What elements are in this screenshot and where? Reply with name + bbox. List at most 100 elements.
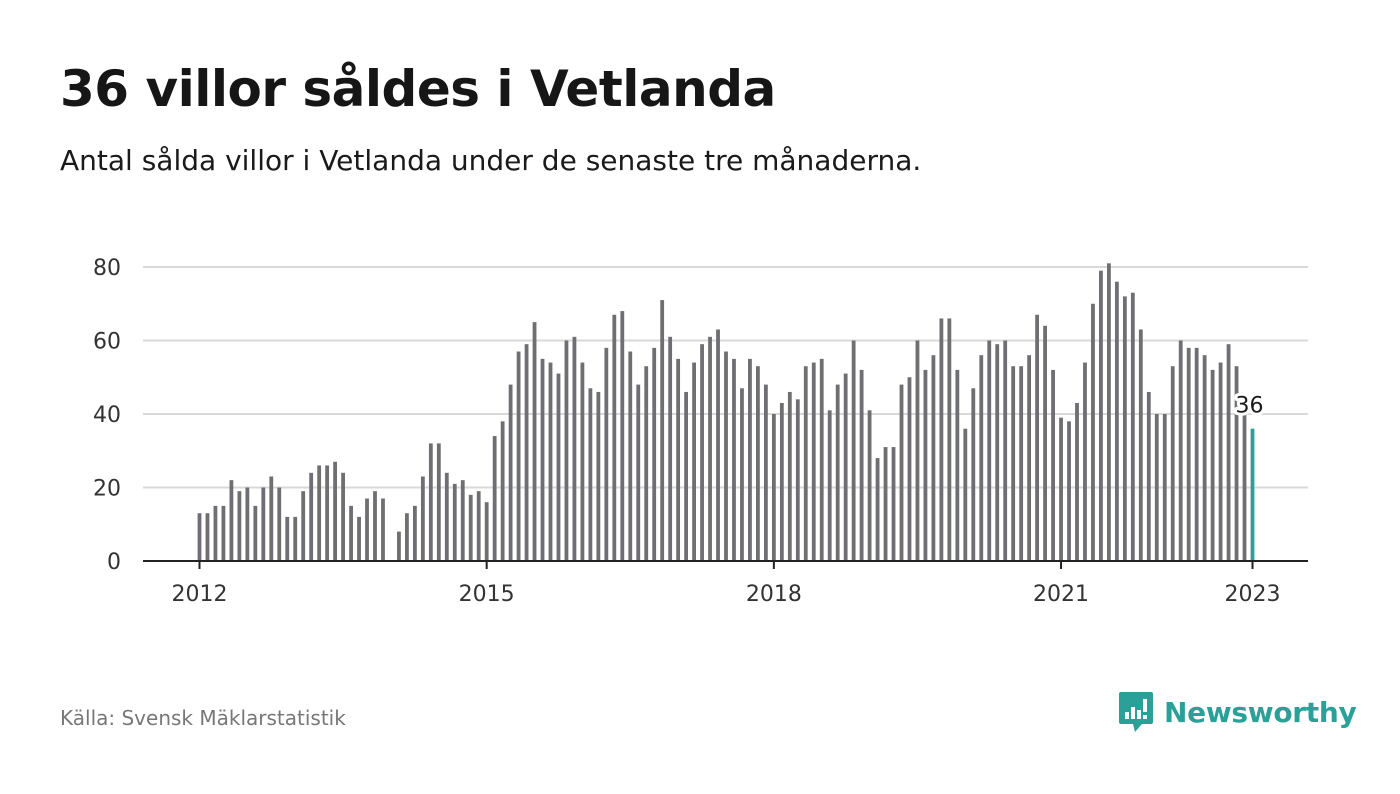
y-tick-label: 40 (93, 403, 121, 428)
bar (1122, 296, 1127, 561)
bar (500, 421, 505, 561)
bar (604, 347, 609, 561)
bar (1178, 340, 1183, 561)
bar (341, 472, 345, 561)
x-tick-label: 2018 (746, 582, 802, 607)
bar (700, 344, 704, 561)
bar (261, 487, 266, 561)
bar (269, 476, 274, 561)
bar (1011, 366, 1016, 561)
bar (995, 344, 1000, 561)
bar (1186, 347, 1191, 561)
bar (460, 480, 465, 561)
bar (197, 513, 202, 561)
bar (349, 505, 353, 561)
bar (1210, 369, 1215, 561)
bar (1027, 355, 1032, 561)
y-tick-label: 0 (107, 550, 121, 575)
bar (835, 384, 840, 561)
bar (596, 391, 601, 561)
bar (428, 443, 433, 561)
bar (381, 498, 385, 561)
bar (684, 391, 689, 561)
bar (1242, 414, 1247, 561)
bar (1138, 329, 1143, 561)
bar (692, 362, 696, 561)
bar (1218, 362, 1223, 561)
bar (357, 516, 361, 561)
bar (1107, 263, 1111, 561)
bar (540, 358, 545, 561)
bar (532, 322, 537, 561)
bar (716, 329, 720, 561)
brand-logo[interactable]: Newsworthy (1118, 690, 1357, 734)
bar (971, 388, 976, 561)
bar (851, 340, 856, 561)
bar (1043, 325, 1047, 561)
bar (333, 461, 338, 561)
bar (325, 465, 330, 561)
bar (1234, 366, 1239, 561)
annotation-label: 36 (1236, 394, 1264, 419)
bar (229, 480, 234, 561)
bar-highlight (1250, 428, 1255, 561)
bar (1083, 362, 1087, 561)
x-tick-label: 2021 (1033, 582, 1089, 607)
bar (875, 458, 880, 561)
bar (444, 472, 449, 561)
bar (803, 366, 808, 561)
bar (1075, 402, 1079, 561)
bar (955, 369, 960, 561)
bar (436, 443, 441, 561)
bar (548, 362, 553, 561)
bar (907, 377, 912, 561)
bar (405, 513, 409, 561)
bar (1059, 417, 1063, 561)
bars (197, 263, 1255, 561)
y-tick-label: 80 (93, 256, 121, 281)
bar (317, 465, 322, 561)
bar (524, 344, 529, 561)
bar-chart-speech-bubble-icon (1119, 692, 1153, 732)
bar (420, 476, 425, 561)
bar (979, 355, 984, 561)
bar (740, 388, 744, 561)
bar (508, 384, 513, 561)
bar (1099, 270, 1103, 561)
bar (1154, 414, 1159, 561)
bar (397, 531, 401, 561)
bar (1035, 314, 1040, 561)
x-tick-label: 2012 (172, 582, 228, 607)
bar (556, 373, 561, 561)
bar (213, 505, 218, 561)
bar (843, 373, 848, 561)
bar (452, 483, 457, 561)
bar (931, 355, 936, 561)
bar (572, 336, 577, 561)
x-tick-label: 2023 (1225, 582, 1281, 607)
bar (947, 318, 952, 561)
bar (365, 498, 369, 561)
page-subtitle: Antal sålda villor i Vetlanda under de s… (60, 144, 922, 177)
bar (1170, 366, 1175, 561)
bar (1067, 421, 1071, 561)
bar (883, 447, 888, 561)
bar (668, 336, 673, 561)
bar (245, 487, 250, 561)
bar (827, 410, 832, 561)
bar (811, 362, 816, 561)
bar (373, 491, 377, 561)
brand-name: Newsworthy (1164, 695, 1357, 729)
bar (309, 472, 314, 561)
bar (1051, 369, 1055, 561)
bar (484, 502, 489, 561)
bar (516, 351, 521, 561)
bar (748, 358, 752, 561)
bar (628, 351, 633, 561)
bar (899, 384, 904, 561)
bar (644, 366, 649, 561)
bar (580, 362, 585, 561)
bar (652, 347, 657, 561)
bar (1091, 303, 1095, 561)
